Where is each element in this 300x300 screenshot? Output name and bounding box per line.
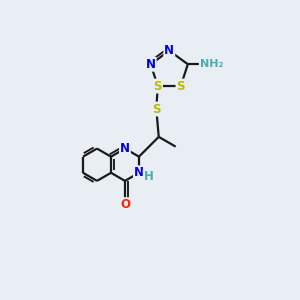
Text: S: S	[152, 103, 160, 116]
Text: S: S	[154, 80, 162, 93]
Text: O: O	[120, 198, 130, 211]
Text: N: N	[120, 142, 130, 155]
Text: S: S	[176, 80, 185, 93]
Text: N: N	[164, 44, 174, 57]
Text: N: N	[146, 58, 156, 71]
Text: NH₂: NH₂	[200, 59, 223, 69]
Text: H: H	[144, 170, 154, 183]
Text: N: N	[134, 166, 144, 179]
